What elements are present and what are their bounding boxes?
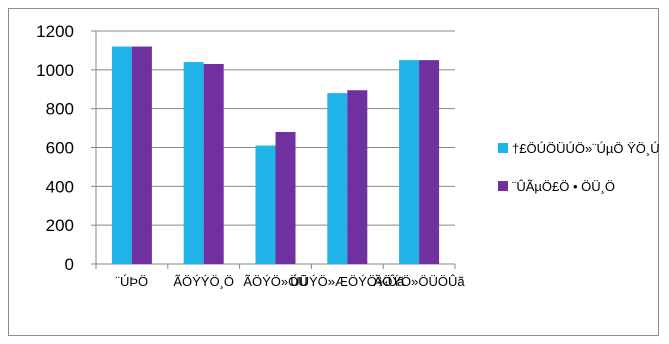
y-tick-label: 1000 bbox=[36, 61, 74, 80]
x-tick-label: ÚÜÝÖ»ÆÖÝÖ¾Ûã bbox=[290, 274, 405, 289]
bar bbox=[111, 46, 132, 265]
legend-swatch bbox=[498, 143, 508, 153]
bar bbox=[399, 60, 420, 264]
x-tick-label: ÃÖÝÖ»ÖÜÖÛã bbox=[374, 274, 466, 289]
bar bbox=[419, 60, 440, 264]
bar-chart: 0 200 400 600 800 1000 1200 ¨ÚÞÖ ÃÖÝÝÖ¸Ö ÃÖÝÖ»ÖÜÚ… bbox=[36, 22, 660, 289]
bar bbox=[275, 131, 296, 264]
y-tick-label: 600 bbox=[46, 139, 74, 158]
bar bbox=[203, 64, 224, 264]
bar bbox=[347, 90, 368, 265]
legend-label: †£ÖÚÖÜÚÖ»¨ÚµÖ ŸÖ¸ÚÜÖ¥ÖÛ bbox=[512, 141, 660, 156]
y-tick-label: 200 bbox=[46, 216, 74, 235]
x-tick-label: ÃÖÝÝÖ¸Ö bbox=[173, 274, 234, 289]
bar bbox=[327, 93, 348, 264]
y-tick-label: 1200 bbox=[36, 22, 74, 41]
bar bbox=[255, 145, 276, 264]
chart-frame: 0 200 400 600 800 1000 1200 ¨ÚÞÖ ÃÖÝÝÖ¸Ö ÃÖÝÖ»ÖÜ Ú… bbox=[8, 8, 660, 336]
x-tick-label: ¨ÚÞÖ bbox=[116, 274, 149, 289]
y-tick-label: 400 bbox=[46, 177, 74, 196]
legend-label: ¨ÛÃµÖ£Ö • ÖÜ¸Ö bbox=[512, 179, 615, 194]
y-tick-label: 0 bbox=[65, 255, 74, 274]
x-tick-label: ÃÖÝÖ»ÖÜ bbox=[243, 274, 307, 289]
bar bbox=[131, 46, 152, 265]
bar bbox=[183, 62, 204, 264]
legend-swatch bbox=[498, 181, 508, 191]
y-tick-label: 800 bbox=[46, 100, 74, 119]
